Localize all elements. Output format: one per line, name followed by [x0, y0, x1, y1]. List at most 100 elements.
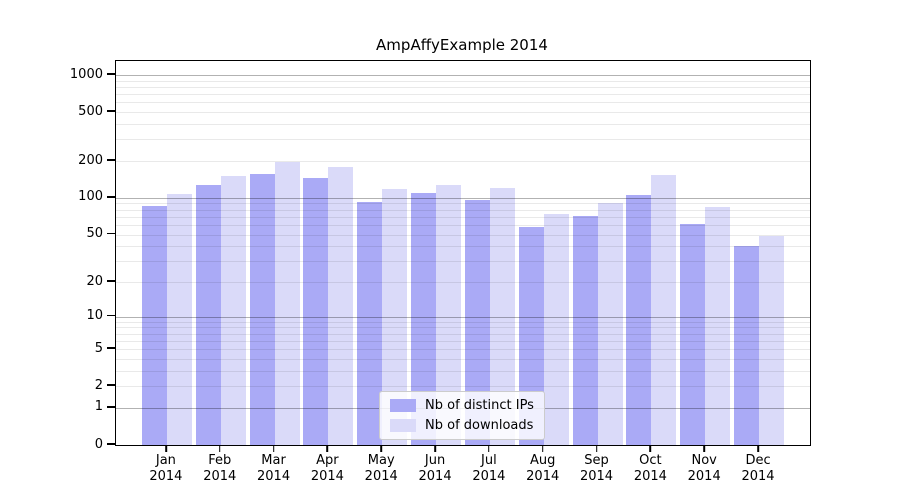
- x-tick-mark-sep: [595, 446, 598, 452]
- legend-label-distinct-ips: Nb of distinct IPs: [425, 398, 534, 413]
- bar-distinct-ips-apr: [303, 177, 329, 445]
- bar-distinct-ips-dec: [734, 246, 760, 445]
- bar-group-sep: [572, 203, 623, 445]
- x-tick-year-label: 2014: [741, 469, 775, 484]
- bar-downloads-oct: [651, 174, 677, 445]
- chart-title: AmpAffyExample 2014: [376, 36, 548, 54]
- x-tick-sep: Sep 2014: [572, 444, 622, 485]
- y-tick-mark-1: [107, 406, 115, 408]
- x-tick-year-label: 2014: [633, 469, 667, 484]
- bar-downloads-dec: [759, 235, 785, 445]
- bar-downloads-aug: [543, 213, 569, 445]
- legend-label-downloads: Nb of downloads: [425, 418, 534, 433]
- y-tick-mark-200: [107, 159, 115, 161]
- y-tick-label-100: 100: [78, 189, 103, 205]
- x-tick-mark-feb: [218, 446, 221, 452]
- legend-entry-distinct-ips: Nb of distinct IPs: [390, 398, 534, 413]
- legend-swatch-downloads: [390, 419, 416, 432]
- x-tick-jul: Jul 2014: [464, 444, 514, 485]
- legend-entry-downloads: Nb of downloads: [390, 418, 534, 433]
- x-tick-dec: Dec 2014: [733, 444, 783, 485]
- y-tick-label-1: 1: [94, 399, 103, 415]
- x-tick-year-label: 2014: [149, 469, 183, 484]
- x-tick-mar: Mar 2014: [249, 444, 299, 485]
- y-tick-label-2: 2: [94, 377, 103, 393]
- bar-downloads-nov: [705, 207, 731, 445]
- x-tick-oct: Oct 2014: [625, 444, 675, 485]
- y-tick-mark-5: [107, 347, 115, 349]
- y-tick-mark-500: [107, 110, 115, 112]
- x-tick-may: May 2014: [356, 444, 406, 485]
- y-tick-label-5: 5: [94, 340, 103, 356]
- bar-downloads-sep: [597, 203, 623, 445]
- y-tick-label-0: 0: [94, 436, 103, 452]
- bar-distinct-ips-oct: [626, 195, 652, 445]
- x-tick-apr: Apr 2014: [302, 444, 352, 485]
- x-tick-month-label: Mar: [261, 453, 286, 468]
- bar-group-nov: [680, 207, 731, 445]
- x-tick-mark-apr: [326, 446, 329, 452]
- x-tick-year-label: 2014: [257, 469, 291, 484]
- y-tick-mark-50: [107, 232, 115, 235]
- y-tick-mark-2: [107, 384, 115, 386]
- y-tick-label-50: 50: [86, 226, 103, 241]
- x-tick-month-label: Aug: [530, 453, 556, 468]
- bar-group-feb: [195, 176, 246, 445]
- y-tick-label-20: 20: [86, 273, 103, 289]
- y-tick-label-500: 500: [78, 103, 103, 119]
- x-tick-month-label: Nov: [691, 453, 717, 468]
- x-tick-mark-mar: [272, 446, 275, 452]
- x-tick-mark-jun: [434, 446, 436, 452]
- y-tick-mark-100: [107, 196, 115, 198]
- x-tick-mark-jan: [165, 446, 167, 452]
- x-axis: Jan 2014 Feb 2014 Mar 2014 Apr 2014 May 2014 Jun 20…: [115, 444, 809, 485]
- x-tick-jun: Jun 2014: [410, 444, 460, 485]
- y-tick-label-10: 10: [86, 308, 103, 324]
- x-tick-jan: Jan 2014: [141, 444, 191, 485]
- x-tick-year-label: 2014: [472, 469, 506, 484]
- x-tick-year-label: 2014: [579, 469, 614, 484]
- y-tick-mark-0: [107, 443, 115, 445]
- x-tick-month-label: Apr: [316, 453, 339, 468]
- x-tick-aug: Aug 2014: [518, 444, 568, 485]
- bar-group-jan: [141, 194, 192, 445]
- y-tick-mark-20: [107, 280, 115, 282]
- bar-distinct-ips-mar: [249, 173, 275, 445]
- x-tick-month-label: Feb: [208, 453, 232, 468]
- x-tick-month-label: Sep: [584, 453, 609, 468]
- x-tick-month-label: Jul: [481, 453, 497, 468]
- bar-distinct-ips-feb: [195, 184, 221, 445]
- x-tick-year-label: 2014: [203, 469, 237, 484]
- x-tick-year-label: 2014: [526, 469, 560, 484]
- x-tick-month-label: May: [367, 453, 395, 468]
- y-tick-label-1000: 1000: [69, 66, 103, 82]
- y-tick-mark-1000: [107, 73, 115, 75]
- plot-area: Nb of distinct IPs Nb of downloads: [115, 60, 811, 446]
- bar-group-mar: [249, 161, 300, 445]
- bar-group-apr: [303, 166, 354, 445]
- x-tick-year-label: 2014: [418, 469, 452, 484]
- x-tick-mark-jul: [488, 446, 490, 452]
- bar-group-may: [357, 188, 408, 445]
- x-tick-mark-oct: [649, 446, 652, 452]
- bar-distinct-ips-jan: [141, 205, 167, 445]
- x-tick-mark-aug: [541, 446, 544, 452]
- bar-distinct-ips-nov: [680, 224, 706, 445]
- y-tick-mark-10: [107, 314, 115, 317]
- x-tick-month-label: Oct: [639, 453, 662, 468]
- bar-distinct-ips-may: [357, 201, 383, 445]
- x-tick-nov: Nov 2014: [679, 444, 729, 485]
- bars-layer: [116, 61, 810, 445]
- x-tick-feb: Feb 2014: [195, 444, 245, 485]
- bar-distinct-ips-sep: [572, 216, 598, 445]
- x-tick-year-label: 2014: [364, 469, 398, 484]
- x-tick-mark-may: [380, 446, 383, 452]
- bar-group-aug: [518, 213, 569, 445]
- x-tick-month-label: Dec: [745, 453, 771, 468]
- x-tick-mark-dec: [757, 446, 759, 452]
- bar-group-dec: [734, 235, 785, 445]
- y-axis: 1000 500 200 100 50 20 10 5 2 1 0: [0, 60, 115, 452]
- bar-downloads-feb: [220, 176, 246, 445]
- bar-group-oct: [626, 174, 677, 445]
- bar-downloads-mar: [274, 161, 300, 445]
